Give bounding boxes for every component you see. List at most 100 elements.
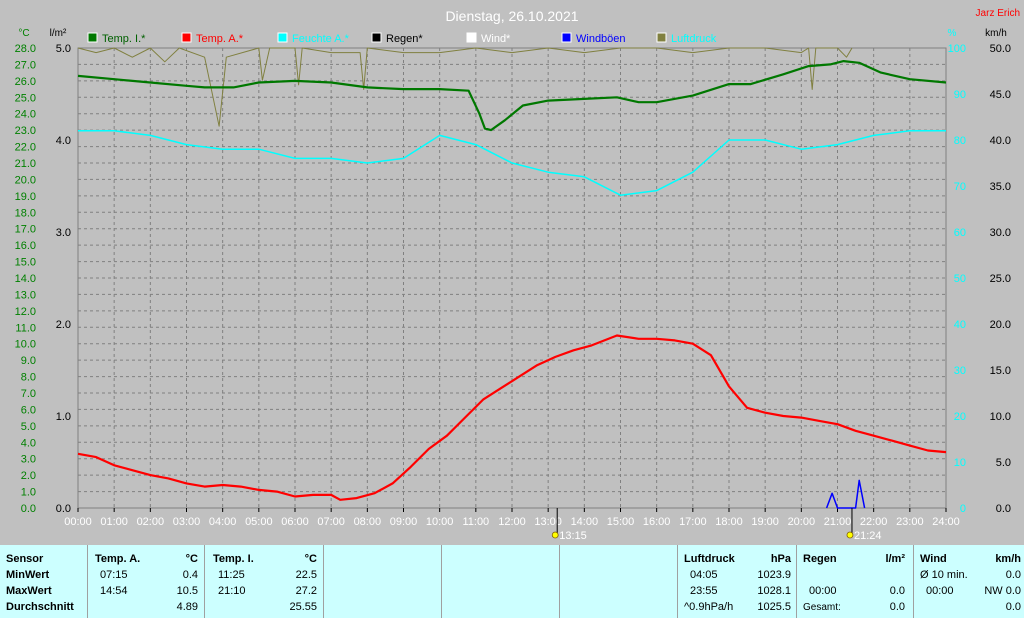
- kmh-tick-label: 0.0: [996, 503, 1011, 515]
- temp-a-min-value: 0.4: [182, 569, 198, 581]
- pct-tick-label: 70: [954, 181, 966, 193]
- legend-label: Feuchte A.*: [292, 33, 350, 45]
- kmh-tick-label: 35.0: [990, 181, 1011, 193]
- empty-column-1: [324, 545, 442, 618]
- series-line-feuchte-a: [78, 130, 946, 196]
- wind-unit: km/h: [995, 553, 1021, 565]
- time-tick-label: 14:00: [571, 516, 599, 528]
- time-tick-label: 22:00: [860, 516, 888, 528]
- temp-tick-label: 0.0: [21, 503, 36, 515]
- temp-tick-label: 5.0: [21, 421, 36, 433]
- left-axis-unit: °C: [18, 28, 29, 39]
- pressure-header: Luftdruck: [684, 553, 735, 565]
- temp-i-column: Temp. I. °C 11:25 22.5 21:10 27.2 25.55: [205, 545, 324, 618]
- temp-a-max-time: 14:54: [100, 585, 128, 597]
- rain-max-value: 0.0: [889, 585, 905, 597]
- rain-unit: l/m²: [885, 553, 905, 565]
- kmh-tick-label: 45.0: [990, 89, 1011, 101]
- legend-swatch: [181, 32, 192, 43]
- pct-tick-label: 80: [954, 135, 966, 147]
- time-tick-label: 02:00: [137, 516, 165, 528]
- temp-a-column: Temp. A. °C 07:15 0.4 14:54 10.5 4.89: [88, 545, 205, 618]
- legend-label: Temp. I.*: [102, 33, 146, 45]
- temp-tick-label: 11.0: [15, 322, 36, 334]
- temp-tick-label: 18.0: [15, 207, 36, 219]
- temp-a-max-value: 10.5: [176, 585, 198, 597]
- sunset-label: 21:24: [854, 530, 882, 542]
- rain-tick-label: 0.0: [56, 503, 71, 515]
- time-tick-label: 12:00: [498, 516, 526, 528]
- wind-max-value: NW 0.0: [984, 585, 1021, 597]
- pct-tick-label: 50: [954, 273, 966, 285]
- temp-tick-label: 21.0: [15, 158, 36, 170]
- temp-tick-label: 23.0: [15, 125, 36, 137]
- legend: Temp. I.* Temp. A.* Feuchte A.* Regen* Wind*…: [87, 32, 717, 45]
- time-tick-label: 21:00: [824, 516, 852, 528]
- time-tick-label: 16:00: [643, 516, 671, 528]
- wind-avg-label: Ø 10 min.: [920, 569, 968, 581]
- pressure-max-value: 1028.1: [757, 585, 791, 597]
- pct-tick-label: 90: [954, 89, 966, 101]
- grid: [78, 48, 946, 508]
- wind-mean-value: 0.0: [1005, 601, 1021, 613]
- pressure-max-time: 23:55: [690, 585, 718, 597]
- temp-tick-label: 8.0: [21, 372, 36, 384]
- temp-i-avg-value: 25.55: [289, 601, 317, 613]
- pct-tick-label: 20: [954, 411, 966, 423]
- series-line-windb-en: [825, 479, 866, 509]
- temp-tick-label: 16.0: [15, 240, 36, 252]
- kmh-tick-label: 30.0: [990, 227, 1011, 239]
- pressure-min-value: 1023.9: [757, 569, 791, 581]
- temp-tick-label: 27.0: [15, 59, 36, 71]
- temp-tick-label: 3.0: [21, 454, 36, 466]
- time-tick-label: 03:00: [173, 516, 201, 528]
- time-tick-label: 08:00: [354, 516, 382, 528]
- kmh-tick-label: 20.0: [990, 319, 1011, 331]
- kmh-tick-label: 40.0: [990, 135, 1011, 147]
- kmh-tick-label: 50.0: [990, 43, 1011, 55]
- legend-swatch: [466, 32, 477, 43]
- temp-a-unit: °C: [185, 553, 198, 565]
- temp-tick-label: 22.0: [15, 142, 36, 154]
- row-label-avg: Durchschnitt: [6, 601, 74, 613]
- pct-tick-label: 10: [954, 457, 966, 469]
- time-tick-label: 24:00: [932, 516, 960, 528]
- rain-column: Regen l/m² 00:00 0.0 Gesamt: 0.0: [797, 545, 914, 618]
- kmh-tick-label: 5.0: [996, 457, 1011, 469]
- pct-tick-label: 0: [960, 503, 966, 515]
- time-tick-label: 06:00: [281, 516, 309, 528]
- time-tick-label: 09:00: [390, 516, 418, 528]
- rain-tick-label: 5.0: [56, 43, 71, 55]
- row-label-max: MaxWert: [6, 585, 52, 597]
- pressure-unit: hPa: [770, 553, 791, 565]
- pct-tick-label: 60: [954, 227, 966, 239]
- rain-total-value: 0.0: [889, 601, 905, 613]
- legend-label: Regen*: [386, 33, 423, 45]
- temp-tick-label: 20.0: [15, 174, 36, 186]
- kmh-axis-unit: km/h: [985, 28, 1007, 39]
- series-line-temp-i: [77, 59, 947, 132]
- rain-tick-label: 1.0: [56, 411, 71, 423]
- rain-axis-unit: l/m²: [50, 28, 67, 39]
- kmh-tick-label: 15.0: [990, 365, 1011, 377]
- time-tick-label: 04:00: [209, 516, 237, 528]
- rain-header: Regen: [803, 553, 837, 565]
- temp-a-avg-value: 4.89: [176, 601, 198, 613]
- statistics-panel: Sensor MinWert MaxWert Durchschnitt Temp…: [0, 545, 1024, 618]
- temp-tick-label: 28.0: [15, 43, 36, 55]
- temp-tick-label: 12.0: [15, 306, 36, 318]
- pct-tick-label: 100: [948, 43, 966, 55]
- legend-swatch: [656, 32, 667, 43]
- empty-column-3: [560, 545, 678, 618]
- temp-tick-label: 7.0: [21, 388, 36, 400]
- time-tick-label: 19:00: [751, 516, 779, 528]
- author-label: Jarz Erich: [976, 8, 1020, 19]
- temp-tick-label: 14.0: [15, 273, 36, 285]
- time-tick-label: 11:00: [462, 516, 489, 528]
- time-tick-label: 20:00: [788, 516, 816, 528]
- series-line-luftdruck: [77, 47, 853, 127]
- chart-title: Dienstag, 26.10.2021: [445, 8, 578, 24]
- wind-column: Wind km/h Ø 10 min. 0.0 00:00 NW 0.0 0.0: [914, 545, 1024, 618]
- kmh-tick-label: 25.0: [990, 273, 1011, 285]
- sun-markers: 13:15 21:24: [551, 508, 882, 542]
